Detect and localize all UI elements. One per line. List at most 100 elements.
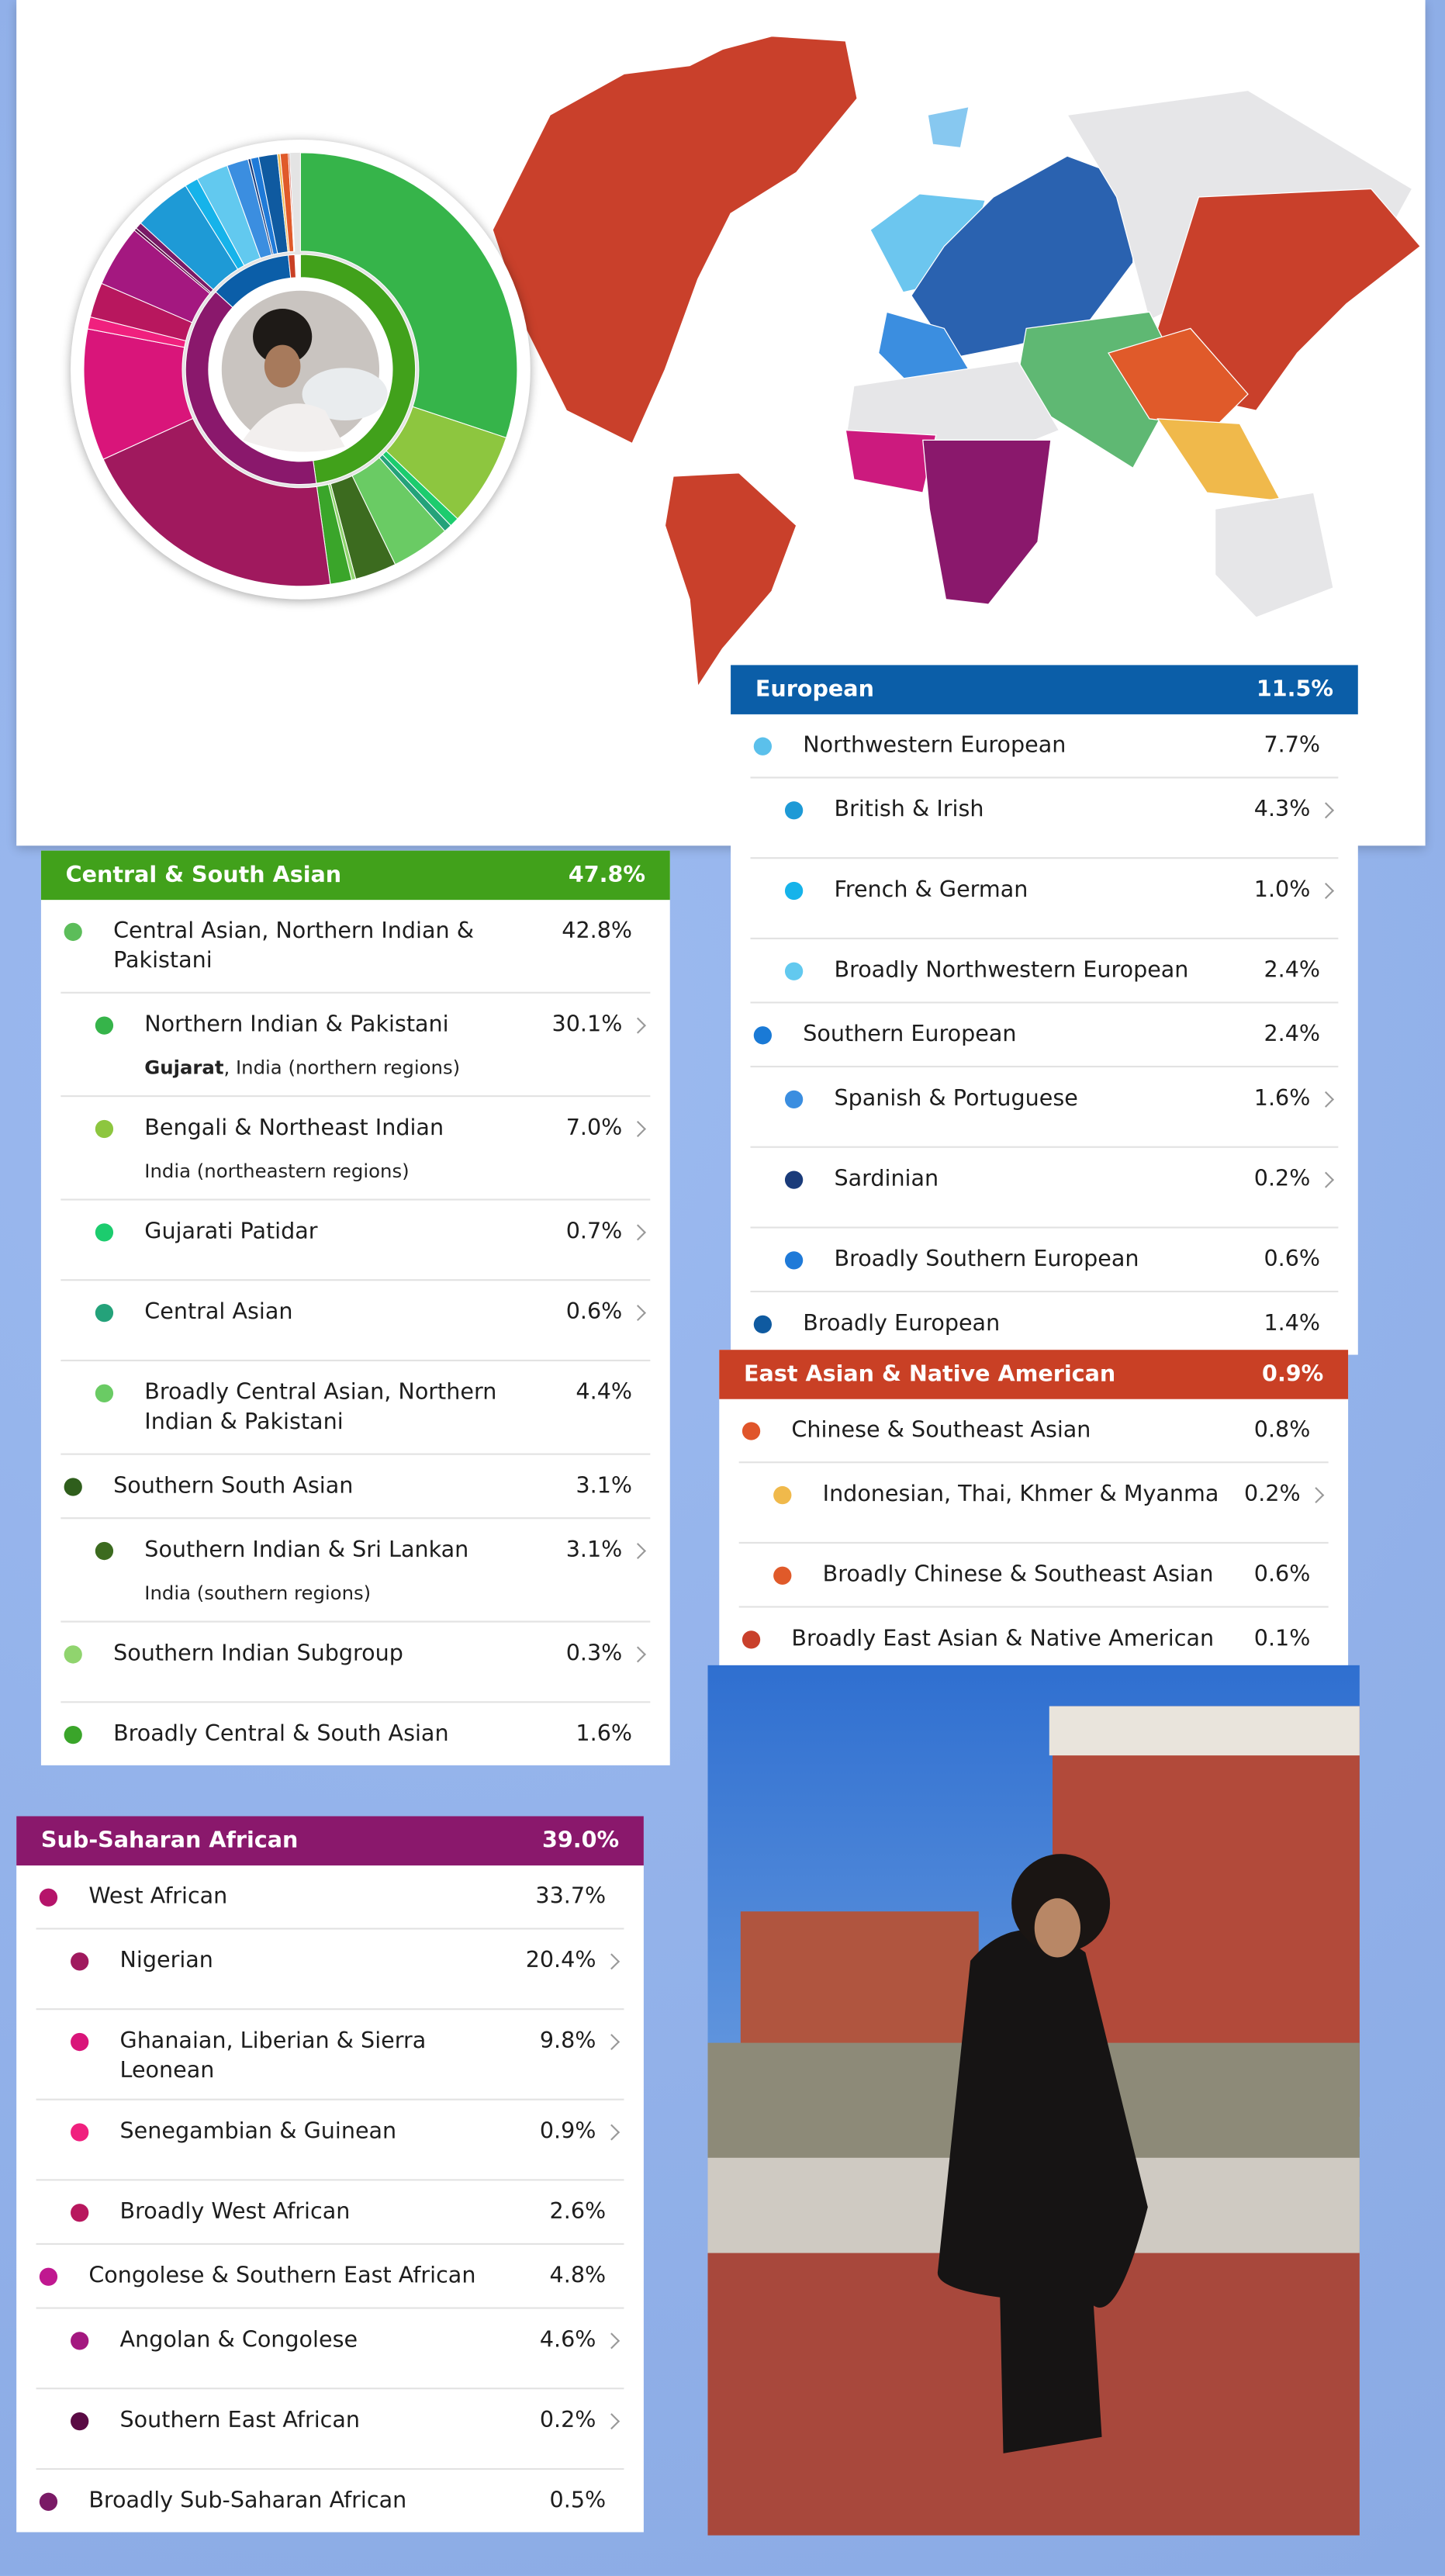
ancestry-row: Broadly Northwestern European 2.4% [750,937,1339,1002]
ancestry-row[interactable]: British & Irish 4.3% [750,776,1339,857]
color-dot [783,881,803,901]
row-label: Broadly Sub-Saharan African [36,2486,531,2515]
chevron [603,2332,621,2350]
row-label: Congolese & Southern East African [36,2261,531,2291]
region-name: West African [88,1883,228,1910]
region-name: Southern Indian & Sri Lankan [144,1537,469,1564]
note-text: India (northeastern regions) [144,1159,410,1183]
ancestry-row[interactable]: Gujarati Patidar 0.7% [60,1198,651,1279]
ancestry-row[interactable]: Southern Indian & Sri Lankan India (south… [60,1517,651,1620]
note-text: , India (northern regions) [223,1056,461,1079]
region-name: Broadly West African [119,2198,351,2225]
ancestry-row: Broadly Sub-Saharan African 0.5% [36,2467,624,2533]
region-note: Gujarat, India (northern regions) [144,1053,532,1082]
color-dot [63,1645,81,1664]
row-label: Southern Indian Subgroup [60,1639,546,1689]
region-name: British & Irish [834,796,984,823]
region-name: Central Asian, Northern Indian & Pakista… [113,918,475,974]
region-name: Broadly Sub-Saharan African [88,2488,407,2515]
percentage: 0.3% [565,1640,623,1667]
percentage: 33.7% [535,1883,607,1910]
color-dot [38,2267,57,2286]
color-dot [94,1016,113,1035]
row-label: Nigerian [36,1946,506,1996]
ancestry-row: Broadly East Asian & Native American 0.1% [738,1606,1329,1670]
row-label: Southern European [750,1020,1244,1049]
ancestry-row[interactable]: Senegambian & Guinean 0.9% [36,2098,624,2180]
percentage: 4.3% [1253,796,1311,823]
region-name: Southern Indian Subgroup [113,1640,403,1667]
ancestry-row[interactable]: Spanish & Portuguese 1.6% [750,1065,1339,1146]
ancestry-row: Southern South Asian 3.1% [60,1453,651,1518]
color-dot [752,737,771,756]
panel-header: European 11.5% [731,665,1358,714]
ancestry-row[interactable]: Ghanaian, Liberian & Sierra Leonean 9.8% [36,2008,624,2098]
region-name: Bengali & Northeast Indian [144,1115,444,1142]
row-label: Central Asian [60,1297,546,1347]
row-label: Bengali & Northeast Indian India (northea… [60,1113,546,1185]
color-dot [63,922,81,942]
color-dot [69,2204,88,2222]
region-note: India (southern regions) [144,1578,546,1607]
ancestry-row: Southern European 2.4% [750,1001,1339,1066]
portrait-photo [707,1665,1360,2536]
region-name: Southern East African [119,2407,361,2434]
color-dot [38,2492,57,2511]
row-label: Broadly West African [36,2197,531,2227]
color-dot [783,801,803,820]
color-dot [69,1952,88,1971]
region-name: Broadly Central Asian, Northern Indian &… [144,1379,497,1436]
donut-segment [288,254,297,279]
map-card [16,0,1426,846]
region-name: Central Asian [144,1298,293,1326]
row-label: Chinese & Southeast Asian [739,1416,1235,1445]
ancestry-row[interactable]: Bengali & Northeast Indian India (northea… [60,1095,651,1198]
percentage: 0.9% [539,2118,596,2145]
color-dot [69,2332,88,2350]
row-label: Indonesian, Thai, Khmer & Myanma [739,1479,1225,1529]
region-name: Angolan & Congolese [119,2326,358,2353]
ancestry-row[interactable]: Southern East African 0.2% [36,2388,624,2468]
panel: Central & South Asian 47.8% Central Asian,… [40,850,670,1765]
ancestry-row[interactable]: Angolan & Congolese 4.6% [36,2307,624,2388]
chevron [629,1543,646,1560]
ancestry-row[interactable]: Northern Indian & Pakistani Gujarat, Indi… [60,991,651,1095]
row-label: Northwestern European [750,731,1244,760]
chevron [603,2034,621,2051]
color-dot [63,1726,81,1744]
ancestry-row[interactable]: Sardinian 0.2% [750,1146,1339,1227]
color-dot [69,2032,88,2052]
chevron [1318,802,1334,819]
ancestry-row[interactable]: Nigerian 20.4% [36,1928,624,2008]
ancestry-row[interactable]: Southern Indian Subgroup 0.3% [60,1620,651,1702]
donut-segment [299,152,518,439]
color-dot [94,1223,113,1242]
row-label: Broadly Chinese & Southeast Asian [739,1560,1235,1589]
color-dot [783,962,803,980]
row-label: Ghanaian, Liberian & Sierra Leonean [36,2026,520,2085]
region-name: Senegambian & Guinean [119,2118,397,2145]
region-name: Broadly Northwestern European [834,957,1189,984]
chevron [629,1120,646,1137]
percentage: 20.4% [525,1947,596,1974]
color-dot [783,1090,803,1109]
color-dot [63,1478,81,1496]
percentage: 4.8% [549,2263,607,2290]
percentage: 4.4% [576,1379,633,1406]
percentage: 1.4% [1264,1310,1321,1337]
percentage: 2.4% [1264,1021,1321,1048]
percentage: 30.1% [551,1011,623,1038]
percentage: 0.6% [565,1298,623,1326]
ancestry-row[interactable]: Central Asian 0.6% [60,1279,651,1360]
region-name: Broadly European [803,1310,1001,1337]
color-dot [69,2123,88,2142]
region-name: Southern South Asian [113,1472,354,1499]
percentage: 2.4% [1264,957,1321,984]
chevron [603,2124,621,2141]
panel-header: Central & South Asian 47.8% [40,850,670,901]
region-name: Southern European [803,1021,1017,1048]
ancestry-row[interactable]: Indonesian, Thai, Khmer & Myanma 0.2% [738,1461,1329,1542]
percentage: 1.6% [1253,1085,1311,1112]
ancestry-row[interactable]: French & German 1.0% [750,857,1339,938]
